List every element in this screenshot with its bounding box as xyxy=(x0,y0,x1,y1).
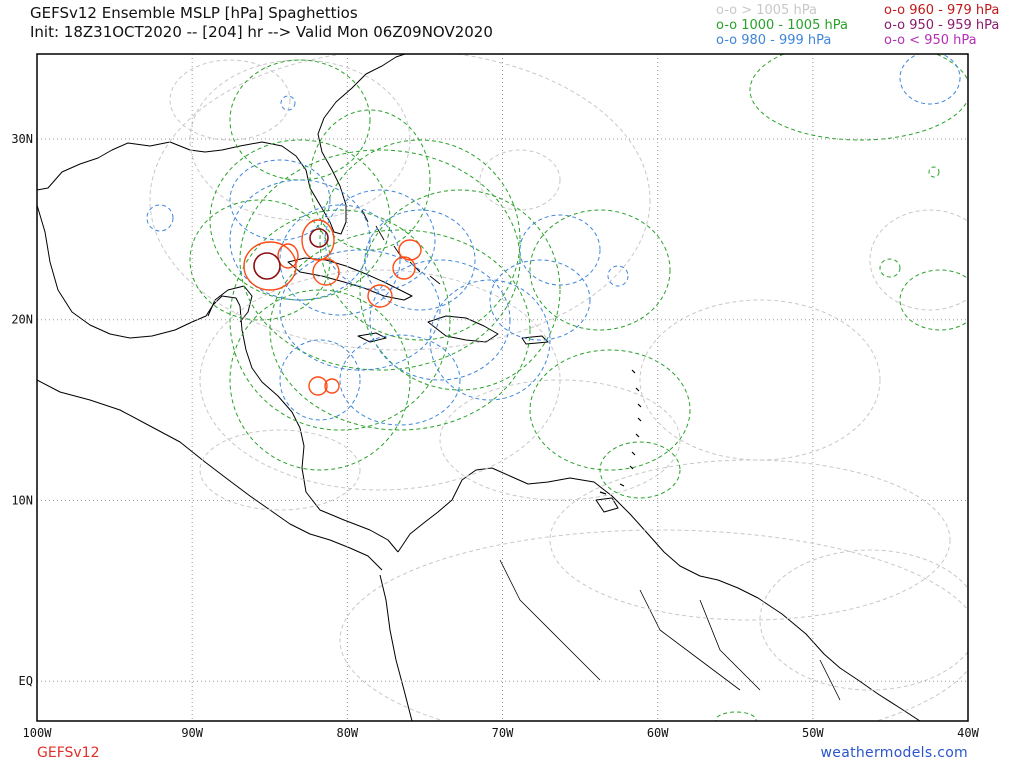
lat-tick-label: 30N xyxy=(11,132,33,146)
grid-lines xyxy=(37,54,968,721)
contours-1000-1005 xyxy=(189,54,968,721)
legend-item-gt1005: o-o > 1005 hPa xyxy=(716,3,817,18)
legend-item-960-979: o-o 960 - 979 hPa xyxy=(884,3,1000,18)
footer-site-link[interactable]: weathermodels.com xyxy=(820,745,968,761)
lat-tick-label: 20N xyxy=(11,313,33,327)
lon-tick-label: 100W xyxy=(23,726,53,740)
lon-tick-label: 80W xyxy=(336,726,358,740)
contours-960-979 xyxy=(253,228,329,280)
hispaniola xyxy=(427,315,499,343)
lon-tick-label: 70W xyxy=(492,726,514,740)
title-line-1: GEFSv12 Ensemble MSLP [hPa] Spaghettios xyxy=(30,4,358,22)
map-title: GEFSv12 Ensemble MSLP [hPa] Spaghettios … xyxy=(30,4,493,42)
map-frame xyxy=(36,53,969,722)
lat-tick-label: 10N xyxy=(11,493,33,507)
lat-tick-labels: 30N 20N 10N EQ xyxy=(11,132,33,688)
lon-tick-label: 50W xyxy=(802,726,824,740)
mexico-gulf-coast xyxy=(37,204,241,339)
contours-980-999 xyxy=(146,54,961,426)
border-lines xyxy=(499,559,841,701)
lon-tick-labels: 100W 90W 80W 70W 60W 50W 40W xyxy=(23,726,980,740)
footer-model-label: GEFSv12 xyxy=(37,745,100,761)
cuba xyxy=(287,257,413,301)
bahamas xyxy=(361,209,441,285)
us-coastline xyxy=(37,54,406,235)
south-america-interior xyxy=(379,574,413,721)
contours-gt1005 xyxy=(149,54,968,721)
legend-column-left: o-o > 1005 hPa o-o 1000 - 1005 hPa o-o 9… xyxy=(716,3,848,48)
lon-tick-label: 90W xyxy=(181,726,203,740)
legend-item-lt950: o-o < 950 hPa xyxy=(884,33,977,48)
land-outlines xyxy=(37,54,921,721)
legend-column-right: o-o 960 - 979 hPa o-o 950 - 959 hPa o-o … xyxy=(884,3,999,48)
trinidad xyxy=(595,497,619,513)
lon-tick-label: 60W xyxy=(647,726,669,740)
puerto-rico xyxy=(521,335,549,345)
title-line-2: Init: 18Z31OCT2020 -- [204] hr --> Valid… xyxy=(30,23,493,41)
central-america-pacific xyxy=(37,379,383,571)
lon-tick-label: 40W xyxy=(957,726,979,740)
contours-orange xyxy=(243,219,422,396)
legend-item-1000-1005: o-o 1000 - 1005 hPa xyxy=(716,18,848,33)
lat-tick-label: EQ xyxy=(19,674,33,688)
lesser-antilles xyxy=(599,369,642,495)
legend-item-950-959: o-o 950 - 959 hPa xyxy=(884,18,1000,33)
central-america-coast xyxy=(239,305,399,553)
south-america-coast xyxy=(397,467,921,721)
legend-item-980-999: o-o 980 - 999 hPa xyxy=(716,33,832,48)
